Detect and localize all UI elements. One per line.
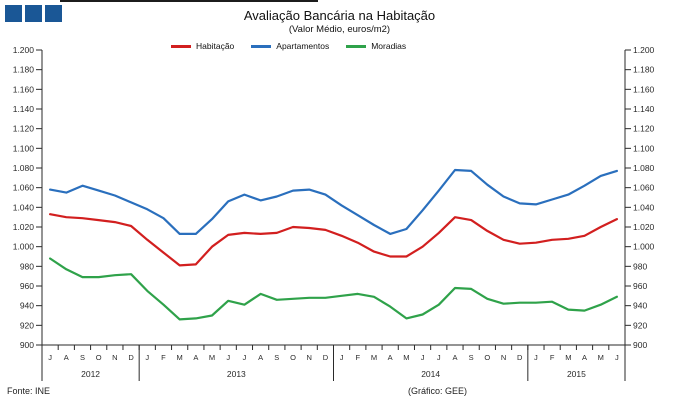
series-line-apartamentos xyxy=(48,168,619,235)
y-tick-label-left: 1.180 xyxy=(13,65,35,75)
legend-item: Habitação xyxy=(171,41,234,51)
month-label: J xyxy=(437,353,441,362)
y-tick-label-left: 1.000 xyxy=(13,242,35,252)
y-tick-label-left: 1.120 xyxy=(13,124,35,134)
month-label: A xyxy=(388,353,393,362)
y-tick-label-right: 1.020 xyxy=(633,222,655,232)
y-tick-label-left: 1.140 xyxy=(13,104,35,114)
month-label: D xyxy=(128,353,134,362)
y-tick-label-right: 900 xyxy=(633,340,647,350)
y-tick-label-left: 1.160 xyxy=(13,84,35,94)
month-label: S xyxy=(469,353,474,362)
chart-subtitle: (Valor Médio, euros/m2) xyxy=(288,24,391,35)
y-tick-label-left: 960 xyxy=(20,281,34,291)
year-label: 2013 xyxy=(227,369,246,379)
month-label: S xyxy=(274,353,279,362)
year-label: 2014 xyxy=(421,369,440,379)
month-label: M xyxy=(371,353,377,362)
series-line-habitacao xyxy=(48,213,619,267)
month-label: M xyxy=(209,353,215,362)
y-tick-label-left: 1.100 xyxy=(13,143,35,153)
y-tick-label-left: 980 xyxy=(20,261,34,271)
month-label: O xyxy=(484,353,490,362)
y-tick-label-right: 1.160 xyxy=(633,84,655,94)
month-label: J xyxy=(615,353,619,362)
month-label: J xyxy=(421,353,425,362)
month-label: A xyxy=(452,353,457,362)
month-label: M xyxy=(598,353,604,362)
y-tick-label-right: 960 xyxy=(633,281,647,291)
window-top-edge xyxy=(60,0,318,2)
y-tick-label-right: 1.040 xyxy=(633,202,655,212)
y-tick-label-right: 1.000 xyxy=(633,242,655,252)
y-tick-label-left: 1.040 xyxy=(13,202,35,212)
month-label: M xyxy=(403,353,409,362)
series-line-moradias xyxy=(48,257,619,321)
legend-swatch xyxy=(346,44,367,48)
y-tick-label-right: 1.060 xyxy=(633,183,655,193)
y-tick-label-right: 920 xyxy=(633,320,647,330)
month-label: J xyxy=(340,353,344,362)
month-label: F xyxy=(355,353,360,362)
y-tick-label-right: 1.180 xyxy=(633,65,655,75)
y-tick-label-left: 940 xyxy=(20,301,34,311)
month-label: M xyxy=(177,353,183,362)
source-note: Fonte: INE xyxy=(7,386,51,396)
month-label: J xyxy=(243,353,247,362)
legend-item: Moradias xyxy=(346,41,406,51)
month-label: J xyxy=(226,353,230,362)
month-label: O xyxy=(96,353,102,362)
month-label: N xyxy=(306,353,311,362)
month-label: A xyxy=(64,353,69,362)
year-label: 2015 xyxy=(567,369,586,379)
y-tick-label-left: 1.020 xyxy=(13,222,35,232)
month-label: J xyxy=(534,353,538,362)
month-label: F xyxy=(161,353,166,362)
month-label: O xyxy=(290,353,296,362)
legend: Habitação Apartamentos Moradias xyxy=(171,41,406,51)
month-label: N xyxy=(112,353,117,362)
month-label: N xyxy=(501,353,506,362)
month-label: F xyxy=(550,353,555,362)
y-tick-label-right: 940 xyxy=(633,301,647,311)
month-label: J xyxy=(48,353,52,362)
month-label: D xyxy=(323,353,329,362)
y-tick-label-right: 1.200 xyxy=(633,45,655,55)
month-label: M xyxy=(565,353,571,362)
month-label: A xyxy=(582,353,587,362)
y-tick-label-right: 1.120 xyxy=(633,124,655,134)
month-label: A xyxy=(193,353,198,362)
chart-title: Avaliação Bancária na Habitação xyxy=(243,8,436,23)
legend-label: Apartamentos xyxy=(276,41,330,51)
y-tick-label-left: 920 xyxy=(20,320,34,330)
legend-swatch xyxy=(251,44,272,48)
year-label: 2012 xyxy=(81,369,100,379)
month-label: J xyxy=(145,353,149,362)
y-tick-label-right: 1.080 xyxy=(633,163,655,173)
y-tick-label-right: 980 xyxy=(633,261,647,271)
logo-square xyxy=(25,5,42,22)
legend-label: Moradias xyxy=(371,41,407,51)
month-label: D xyxy=(517,353,523,362)
legend-item: Apartamentos xyxy=(251,41,329,51)
credit-note: (Gráfico: GEE) xyxy=(408,386,468,396)
logo-square xyxy=(45,5,62,22)
legend-swatch xyxy=(171,44,191,48)
legend-label: Habitação xyxy=(196,41,235,51)
y-tick-label-left: 1.060 xyxy=(13,183,35,193)
month-label: A xyxy=(258,353,263,362)
y-tick-label-left: 1.080 xyxy=(13,163,35,173)
y-tick-label-left: 900 xyxy=(20,340,34,350)
y-tick-label-left: 1.200 xyxy=(13,45,35,55)
month-label: S xyxy=(80,353,85,362)
y-tick-label-right: 1.140 xyxy=(633,104,655,114)
y-tick-label-right: 1.100 xyxy=(633,143,655,153)
logo xyxy=(5,5,62,22)
logo-square xyxy=(5,5,22,22)
